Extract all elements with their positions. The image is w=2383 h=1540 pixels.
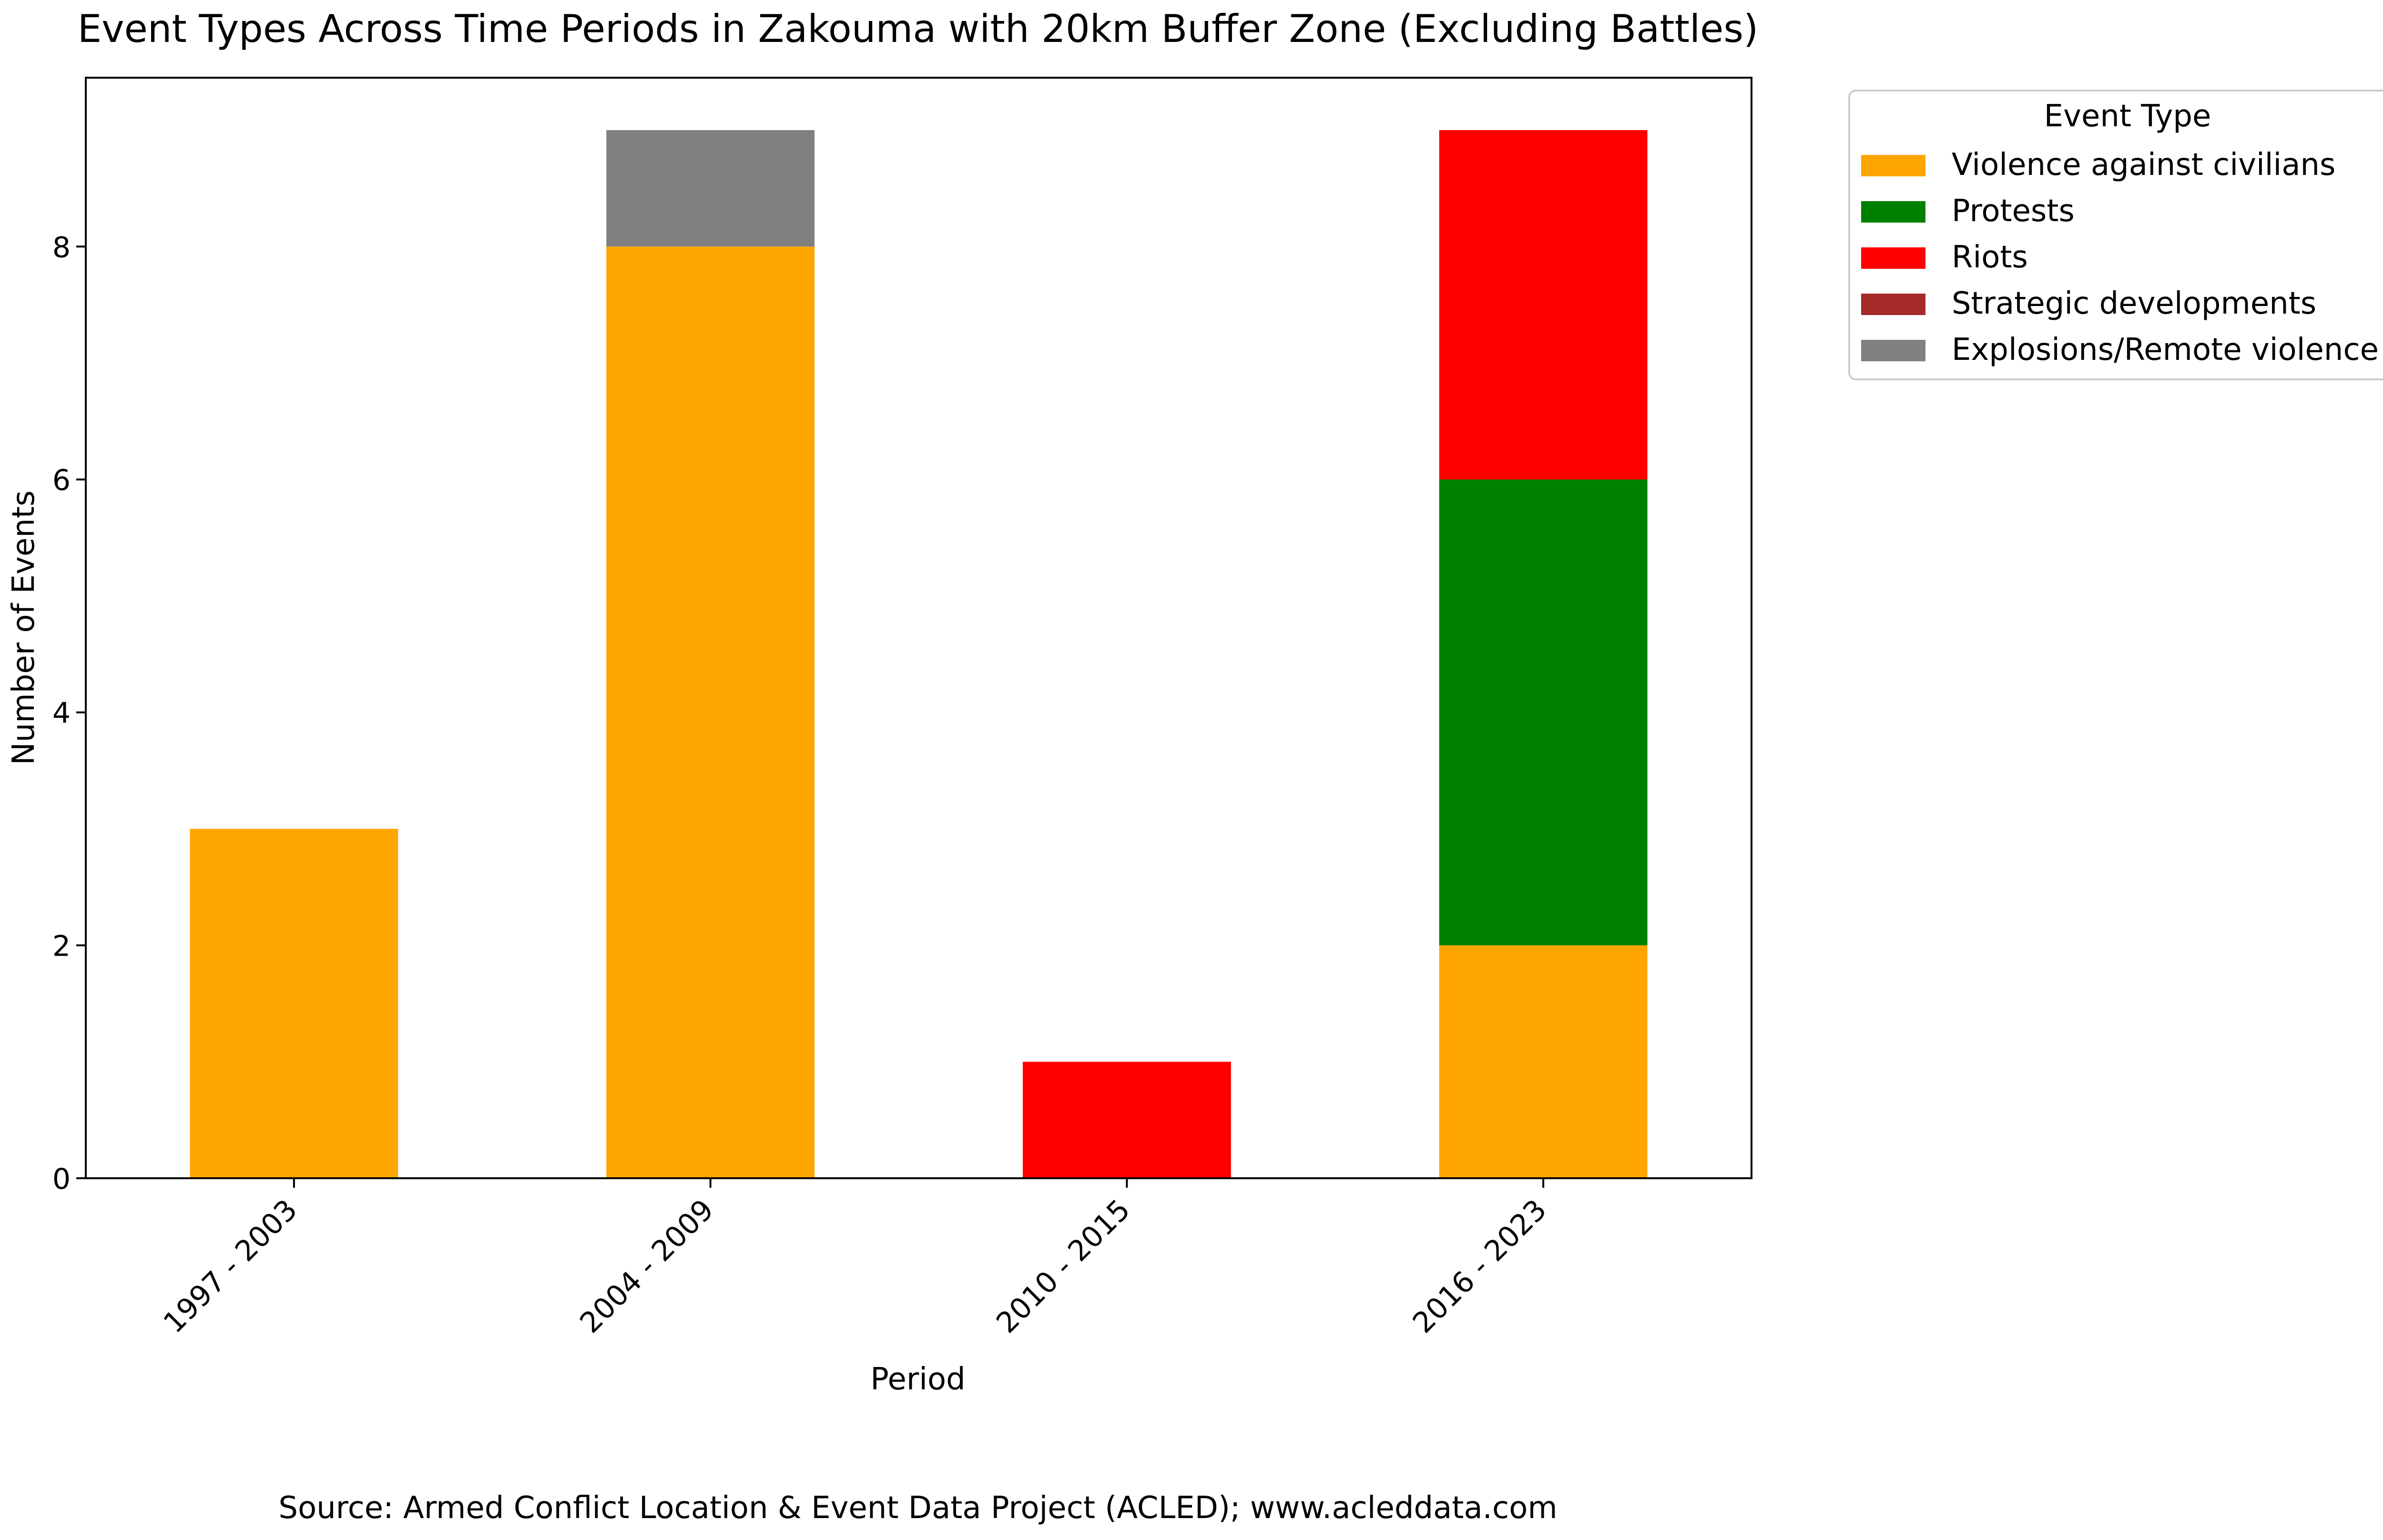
y-axis: 0 2 4 6 8 <box>52 231 86 1196</box>
x-axis-label: Period <box>870 1362 966 1397</box>
y-tick-label: 0 <box>52 1163 71 1196</box>
legend-label: Violence against civilians <box>1952 147 2335 183</box>
x-axis: 1997 - 2003 2004 - 2009 2010 - 2015 2016 - … <box>157 1178 1553 1340</box>
legend-frame <box>1848 90 2383 380</box>
legend-title: Event Type <box>2044 99 2211 134</box>
legend-swatch <box>1861 201 1925 223</box>
legend-label: Explosions/Remote violence <box>1952 332 2379 367</box>
x-tick-label: 2004 - 2009 <box>574 1193 721 1340</box>
bar-segment <box>606 246 815 1178</box>
legend-swatch <box>1861 340 1925 361</box>
x-tick-label: 2016 - 2023 <box>1406 1193 1553 1340</box>
bar-segment <box>606 130 815 247</box>
source-note: Source: Armed Conflict Location & Event … <box>278 1490 1557 1526</box>
plot-area-frame <box>85 77 1752 1179</box>
y-tick-label: 4 <box>52 697 71 730</box>
bar-segment <box>1022 1061 1231 1178</box>
legend-items: Violence against civilians Protests Riots S… <box>1861 147 2379 367</box>
legend: Event Type Violence against civilians Pro… <box>1848 90 2383 380</box>
y-tick-label: 8 <box>52 231 71 264</box>
legend-swatch <box>1861 247 1925 269</box>
legend-label: Riots <box>1952 240 2028 275</box>
bar-segment <box>1439 479 1648 946</box>
bar-segment <box>1439 130 1648 479</box>
bar-segment <box>1439 945 1648 1178</box>
legend-label: Protests <box>1952 194 2075 229</box>
chart-title: Event Types Across Time Periods in Zakou… <box>78 7 1759 51</box>
y-tick-label: 6 <box>52 464 71 497</box>
legend-swatch <box>1861 294 1925 315</box>
y-axis-label: Number of Events <box>6 490 41 765</box>
y-tick-label: 2 <box>52 929 71 963</box>
bar-segment <box>190 828 398 1178</box>
x-tick-label: 2010 - 2015 <box>990 1193 1137 1340</box>
legend-label: Strategic developments <box>1952 286 2316 321</box>
legend-swatch <box>1861 155 1925 176</box>
bars-layer <box>190 130 1648 1178</box>
x-tick-label: 1997 - 2003 <box>157 1193 304 1340</box>
